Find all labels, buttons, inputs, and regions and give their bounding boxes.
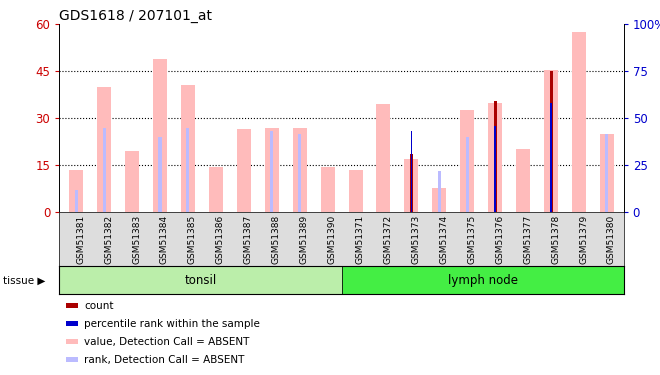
Text: GSM51381: GSM51381 [76, 214, 85, 264]
Bar [432, 188, 446, 212]
Bar [544, 70, 558, 212]
Bar [69, 170, 83, 212]
Text: GSM51385: GSM51385 [188, 214, 197, 264]
Text: GSM51386: GSM51386 [216, 214, 225, 264]
Bar [102, 128, 106, 212]
Text: tonsil: tonsil [184, 274, 216, 287]
Text: percentile rank within the sample: percentile rank within the sample [84, 319, 260, 328]
Bar [550, 102, 552, 212]
Bar [342, 266, 624, 294]
Text: GSM51389: GSM51389 [300, 214, 309, 264]
Text: GSM51380: GSM51380 [607, 214, 616, 264]
Bar [186, 128, 189, 212]
Bar [466, 137, 469, 212]
Bar [298, 134, 301, 212]
Text: GSM51375: GSM51375 [467, 214, 477, 264]
Bar [405, 159, 418, 212]
Bar [292, 128, 307, 212]
Bar [125, 151, 139, 212]
Text: lymph node: lymph node [447, 274, 517, 287]
Text: GSM51372: GSM51372 [383, 214, 393, 264]
Text: GSM51390: GSM51390 [327, 214, 337, 264]
Text: GSM51377: GSM51377 [523, 214, 532, 264]
Text: GSM51383: GSM51383 [132, 214, 141, 264]
Bar [376, 104, 391, 212]
Text: GSM51378: GSM51378 [551, 214, 560, 264]
Bar [237, 129, 251, 212]
Bar [209, 166, 223, 212]
Bar [600, 134, 614, 212]
Bar [158, 137, 162, 212]
Bar [438, 171, 441, 212]
Bar [550, 71, 552, 212]
Text: GSM51374: GSM51374 [440, 214, 448, 264]
Bar [181, 86, 195, 212]
Bar [97, 87, 111, 212]
Text: GSM51376: GSM51376 [495, 214, 504, 264]
Text: tissue ▶: tissue ▶ [3, 276, 46, 285]
Text: rank, Detection Call = ABSENT: rank, Detection Call = ABSENT [84, 355, 245, 364]
Text: GSM51382: GSM51382 [104, 214, 113, 264]
Bar [488, 102, 502, 212]
Text: GDS1618 / 207101_at: GDS1618 / 207101_at [59, 9, 213, 23]
Bar [605, 134, 609, 212]
Text: count: count [84, 301, 114, 310]
Bar [153, 59, 167, 212]
Bar [572, 32, 586, 212]
Text: GSM51373: GSM51373 [411, 214, 420, 264]
Text: GSM51387: GSM51387 [244, 214, 253, 264]
Bar [460, 110, 475, 212]
Text: GSM51371: GSM51371 [356, 214, 364, 264]
Bar [75, 190, 78, 212]
Bar [270, 130, 273, 212]
Bar [321, 166, 335, 212]
Text: GSM51388: GSM51388 [272, 214, 280, 264]
Bar [265, 128, 279, 212]
Bar [348, 170, 362, 212]
Bar [410, 154, 413, 212]
Bar [59, 266, 342, 294]
Bar [516, 149, 530, 212]
Bar [494, 126, 496, 212]
Text: GSM51384: GSM51384 [160, 214, 169, 264]
Text: GSM51379: GSM51379 [579, 214, 588, 264]
Text: value, Detection Call = ABSENT: value, Detection Call = ABSENT [84, 337, 250, 346]
Bar [494, 101, 497, 212]
Bar [411, 130, 412, 212]
